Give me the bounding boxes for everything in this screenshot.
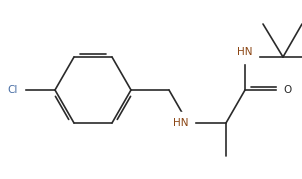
Text: HN: HN	[237, 47, 253, 57]
Text: O: O	[283, 85, 291, 95]
Text: Cl: Cl	[8, 85, 18, 95]
Text: HN: HN	[172, 118, 188, 128]
